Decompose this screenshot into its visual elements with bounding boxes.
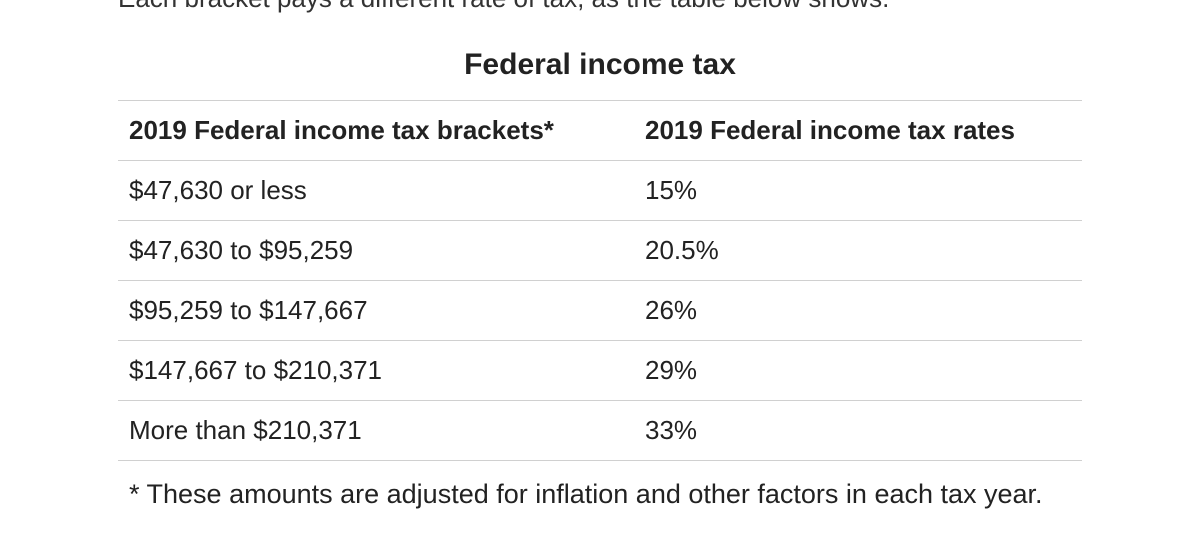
footnote: * These amounts are adjusted for inflati… (129, 479, 1043, 509)
table-cell: $95,259 to $147,667 (129, 295, 368, 325)
tax-table: 2019 Federal income tax brackets* 2019 Fe… (118, 100, 1082, 461)
table-cell: 29% (645, 355, 698, 385)
header-row: 2019 Federal income tax brackets* 2019 Fe… (118, 101, 1082, 161)
table-cell: $47,630 or less (129, 175, 307, 205)
table-row: $47,630 or less 15% (118, 161, 1082, 221)
table-cell: $47,630 to $95,259 (129, 235, 354, 265)
table-row: $147,667 to $210,371 29% (118, 341, 1082, 401)
table-cell: 26% (645, 295, 698, 325)
table-row: $95,259 to $147,667 26% (118, 281, 1082, 341)
table-cell: 15% (645, 175, 698, 205)
table-cell: $147,667 to $210,371 (129, 355, 383, 385)
header-cell: 2019 Federal income tax rates (645, 115, 1015, 145)
table-row: More than $210,371 33% (118, 401, 1082, 461)
table-cell: 33% (645, 415, 698, 445)
intro-text: Each bracket pays a different rate of ta… (118, 0, 889, 14)
table-cell: 20.5% (645, 235, 719, 265)
table-cell: More than $210,371 (129, 415, 362, 445)
header-cell: 2019 Federal income tax brackets* (129, 115, 554, 145)
table-title: Federal income tax (464, 48, 736, 81)
table-row: $47,630 to $95,259 20.5% (118, 221, 1082, 281)
